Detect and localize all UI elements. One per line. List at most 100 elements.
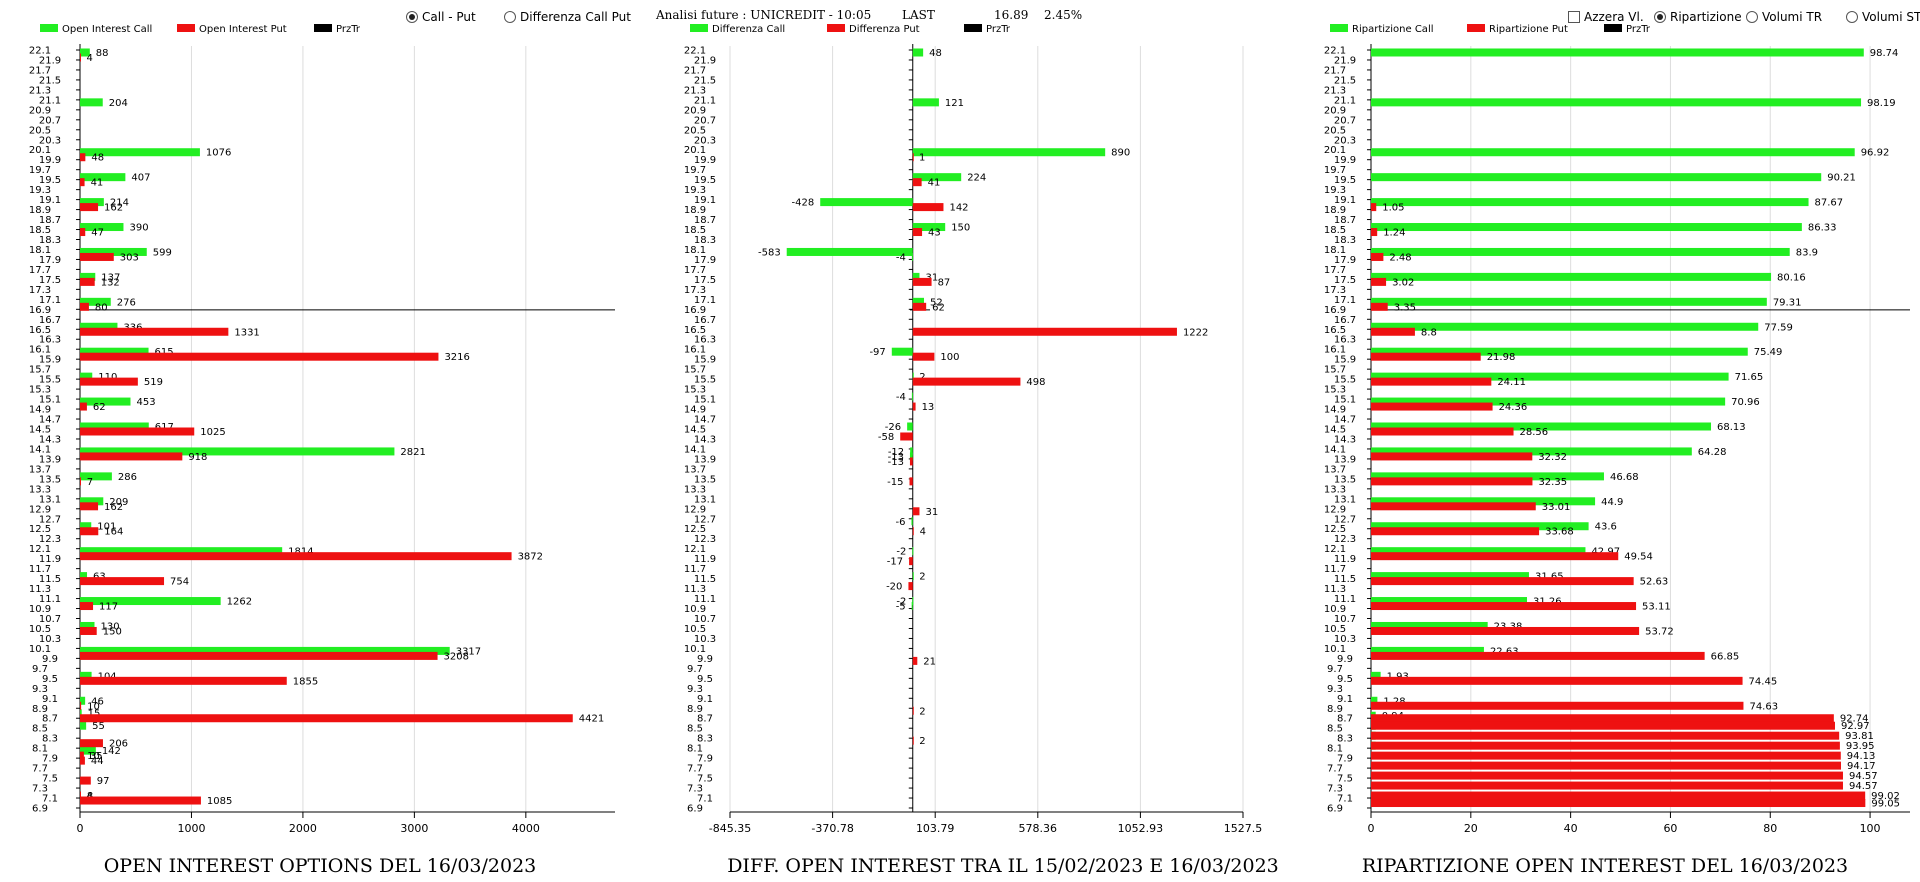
y-tick-label: 14.1 bbox=[29, 444, 51, 455]
y-tick-label: 11.7 bbox=[29, 564, 51, 575]
y-tick-label: 17.3 bbox=[1324, 285, 1346, 296]
bar-value-label: 1331 bbox=[234, 327, 259, 338]
y-tick-label: 6.9 bbox=[32, 804, 48, 815]
bar-value-label: 49.54 bbox=[1624, 552, 1653, 563]
call-bar bbox=[786, 247, 913, 256]
legend-swatch bbox=[964, 24, 982, 32]
bar-value-label: 62 bbox=[93, 402, 106, 413]
bar-value-label: 31 bbox=[925, 272, 938, 283]
y-tick-label: 13.5 bbox=[1334, 474, 1356, 485]
put-bar bbox=[1371, 781, 1843, 790]
y-tick-label: 11.7 bbox=[684, 564, 706, 575]
y-tick-label: 10.7 bbox=[694, 614, 716, 625]
y-tick-label: 13.5 bbox=[694, 474, 716, 485]
radio-diff-call-put[interactable]: Differenza Call Put bbox=[504, 10, 631, 24]
bar-value-label: -12 bbox=[888, 447, 904, 458]
radio-indicator bbox=[504, 11, 516, 23]
call-bar bbox=[80, 547, 283, 556]
legend-swatch bbox=[827, 24, 845, 32]
y-tick-label: 21.1 bbox=[1334, 95, 1356, 106]
y-tick-label: 18.1 bbox=[29, 245, 51, 256]
y-tick-label: 18.9 bbox=[29, 205, 51, 216]
call-bar bbox=[1371, 98, 1862, 107]
put-bar bbox=[80, 302, 89, 311]
y-tick-label: 18.1 bbox=[1324, 245, 1346, 256]
put-bar bbox=[80, 153, 86, 162]
put-bar bbox=[912, 203, 944, 212]
y-tick-label: 21.9 bbox=[694, 55, 716, 66]
y-tick-label: 11.1 bbox=[694, 594, 716, 605]
radio-call-put[interactable]: Call - Put bbox=[406, 10, 476, 24]
put-bar bbox=[80, 203, 99, 212]
legend-swatch bbox=[40, 24, 58, 32]
bar-value-label: 97 bbox=[97, 776, 110, 787]
bar-value-label: 100 bbox=[940, 352, 959, 363]
y-tick-label: 14.7 bbox=[1334, 415, 1356, 426]
bar-value-label: 4 bbox=[86, 53, 92, 64]
put-bar bbox=[912, 527, 914, 536]
legend-label: Open Interest Put bbox=[199, 24, 287, 35]
bar-value-label: 3216 bbox=[444, 352, 469, 363]
bar-value-label: 2 bbox=[919, 736, 925, 747]
call-bar bbox=[80, 173, 126, 182]
legend-label: Ripartizione Call bbox=[1352, 24, 1434, 35]
put-bar bbox=[912, 736, 914, 745]
y-tick-label: 10.1 bbox=[29, 644, 51, 655]
radio-diff-call-put-label: Differenza Call Put bbox=[520, 10, 631, 24]
legend-swatch bbox=[1330, 24, 1348, 32]
y-tick-label: 17.3 bbox=[29, 285, 51, 296]
call-bar bbox=[1371, 223, 1802, 232]
put-bar bbox=[900, 432, 913, 441]
radio-volumi-tr[interactable]: Volumi TR bbox=[1746, 10, 1822, 24]
bar-value-label: 8.8 bbox=[1421, 327, 1437, 338]
y-tick-label: 13.1 bbox=[1334, 494, 1356, 505]
bar-value-label: -4 bbox=[896, 392, 906, 403]
y-tick-label: 12.9 bbox=[29, 504, 51, 515]
y-tick-label: 12.1 bbox=[1324, 544, 1346, 555]
y-tick-label: 12.5 bbox=[684, 524, 706, 535]
radio-ripartizione-label: Ripartizione bbox=[1670, 10, 1742, 24]
y-tick-label: 15.5 bbox=[694, 375, 716, 386]
y-tick-label: 15.9 bbox=[694, 355, 716, 366]
y-tick-label: 7.7 bbox=[32, 764, 48, 775]
radio-volumi-st[interactable]: Volumi ST bbox=[1846, 10, 1920, 24]
put-bar bbox=[80, 377, 138, 386]
put-bar bbox=[80, 502, 99, 511]
y-tick-label: 15.9 bbox=[39, 355, 61, 366]
y-tick-label: 12.9 bbox=[1324, 504, 1346, 515]
put-bar bbox=[912, 656, 918, 665]
call-bar bbox=[912, 297, 925, 306]
y-tick-label: 19.7 bbox=[29, 165, 51, 176]
put-bar bbox=[80, 714, 573, 723]
bar-value-label: 21.98 bbox=[1487, 352, 1516, 363]
checkbox-azzera[interactable]: Azzera Vl. bbox=[1568, 10, 1644, 24]
y-tick-label: 17.7 bbox=[684, 265, 706, 276]
put-bar bbox=[1371, 203, 1377, 212]
x-tick-label: 103.79 bbox=[916, 822, 955, 835]
radio-ripartizione[interactable]: Ripartizione bbox=[1654, 10, 1742, 24]
put-bar bbox=[1371, 799, 1866, 808]
y-tick-label: 9.7 bbox=[1327, 664, 1343, 675]
call-bar bbox=[80, 98, 103, 107]
call-bar bbox=[911, 602, 913, 611]
y-tick-label: 7.3 bbox=[32, 784, 48, 795]
put-bar bbox=[1371, 761, 1841, 770]
call-bar bbox=[912, 98, 939, 107]
bar-value-label: 4 bbox=[920, 527, 926, 538]
y-tick-label: 10.3 bbox=[694, 634, 716, 645]
y-tick-label: 9.5 bbox=[697, 674, 713, 685]
bar-value-label: 164 bbox=[104, 527, 123, 538]
put-bar bbox=[912, 277, 932, 286]
y-tick-label: 13.9 bbox=[1334, 454, 1356, 465]
y-tick-label: 8.1 bbox=[687, 744, 703, 755]
y-tick-label: 15.7 bbox=[29, 365, 51, 376]
y-tick-label: 9.3 bbox=[32, 684, 48, 695]
bar-value-label: 498 bbox=[1026, 377, 1045, 388]
bar-value-label: 43 bbox=[928, 228, 941, 239]
put-bar bbox=[1371, 602, 1637, 611]
y-tick-label: 9.9 bbox=[42, 654, 58, 665]
checkbox-azzera-label: Azzera Vl. bbox=[1584, 10, 1644, 24]
y-tick-label: 16.7 bbox=[694, 315, 716, 326]
y-tick-label: 9.7 bbox=[687, 664, 703, 675]
